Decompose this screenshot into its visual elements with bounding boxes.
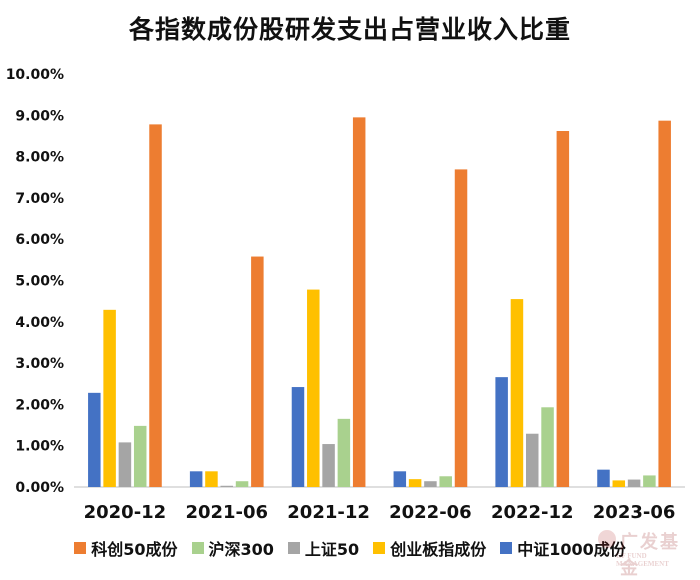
bar bbox=[541, 407, 554, 487]
bar bbox=[189, 471, 203, 487]
watermark-subtext: GF FUND MANAGEMENT bbox=[616, 552, 669, 568]
bar bbox=[556, 130, 570, 487]
chart-title: 各指数成份股研发支出占营业收入比重 bbox=[128, 15, 571, 44]
chart-legend: 科创50成份 沪深300 上证50 创业板指成份 中证1000成份 bbox=[0, 536, 700, 560]
bar bbox=[526, 433, 539, 487]
y-tick-label: 3.00% bbox=[15, 356, 64, 372]
bar bbox=[352, 117, 366, 488]
bar bbox=[118, 442, 132, 487]
bar bbox=[627, 479, 641, 487]
y-tick-label: 7.00% bbox=[15, 191, 64, 207]
legend-label: 中证1000成份 bbox=[517, 540, 626, 559]
bar bbox=[597, 469, 610, 487]
legend-swatch bbox=[74, 542, 87, 554]
bar bbox=[393, 471, 407, 487]
legend-swatch bbox=[373, 542, 386, 554]
y-tick-label: 9.00% bbox=[15, 108, 64, 124]
bar bbox=[439, 476, 452, 487]
legend-label: 上证50 bbox=[304, 540, 360, 559]
bar bbox=[658, 120, 671, 487]
y-tick-label: 10.00% bbox=[6, 67, 64, 83]
bar bbox=[133, 425, 147, 487]
legend-item: 沪深300 bbox=[191, 536, 274, 560]
bar bbox=[322, 444, 335, 487]
x-tick-label: 2021-12 bbox=[287, 502, 370, 523]
legend-label: 创业板指成份 bbox=[390, 540, 487, 559]
bar bbox=[510, 299, 524, 487]
brand-watermark: 广发基金 GF FUND MANAGEMENT bbox=[598, 528, 698, 579]
bar bbox=[88, 392, 101, 487]
brand-logo-icon bbox=[598, 530, 616, 548]
legend-item: 创业板指成份 bbox=[373, 536, 486, 560]
bar bbox=[337, 418, 351, 487]
legend-swatch bbox=[191, 542, 204, 554]
bar bbox=[220, 485, 233, 487]
x-tick-label: 2021-06 bbox=[185, 502, 268, 523]
bar bbox=[251, 256, 264, 487]
y-tick-label: 6.00% bbox=[15, 232, 64, 248]
x-tick-label: 2022-06 bbox=[389, 502, 472, 523]
x-tick-label: 2020-12 bbox=[84, 502, 167, 523]
bar bbox=[205, 471, 218, 487]
bar bbox=[103, 309, 116, 487]
legend-label: 沪深300 bbox=[208, 540, 274, 559]
bar bbox=[291, 387, 305, 487]
legend-item: 科创50成份 bbox=[74, 536, 178, 560]
y-tick-label: 2.00% bbox=[15, 397, 64, 413]
bar bbox=[612, 480, 626, 487]
bar bbox=[307, 289, 320, 487]
bar bbox=[149, 124, 162, 488]
legend-label: 科创50成份 bbox=[91, 540, 178, 559]
bar bbox=[235, 481, 249, 487]
bar bbox=[454, 169, 468, 487]
legend-item: 中证1000成份 bbox=[500, 536, 626, 560]
y-tick-label: 0.00% bbox=[15, 480, 64, 496]
bar-chart: 0.00% 1.00% 2.00% 3.00% 4.00% 5.00% 6.00% 7.00%… bbox=[6, 67, 685, 523]
x-tick-label: 2023-06 bbox=[593, 502, 676, 523]
x-tick-label: 2022-12 bbox=[491, 502, 574, 523]
bar bbox=[495, 377, 508, 487]
y-tick-label: 8.00% bbox=[15, 150, 64, 166]
bar bbox=[408, 479, 422, 487]
legend-swatch bbox=[287, 542, 300, 554]
legend-swatch bbox=[500, 542, 513, 554]
y-tick-label: 4.00% bbox=[15, 315, 64, 331]
legend-item: 上证50 bbox=[287, 536, 360, 560]
y-tick-label: 5.00% bbox=[15, 274, 64, 290]
y-tick-label: 1.00% bbox=[15, 439, 64, 455]
bar bbox=[643, 475, 656, 487]
bar bbox=[424, 481, 437, 487]
